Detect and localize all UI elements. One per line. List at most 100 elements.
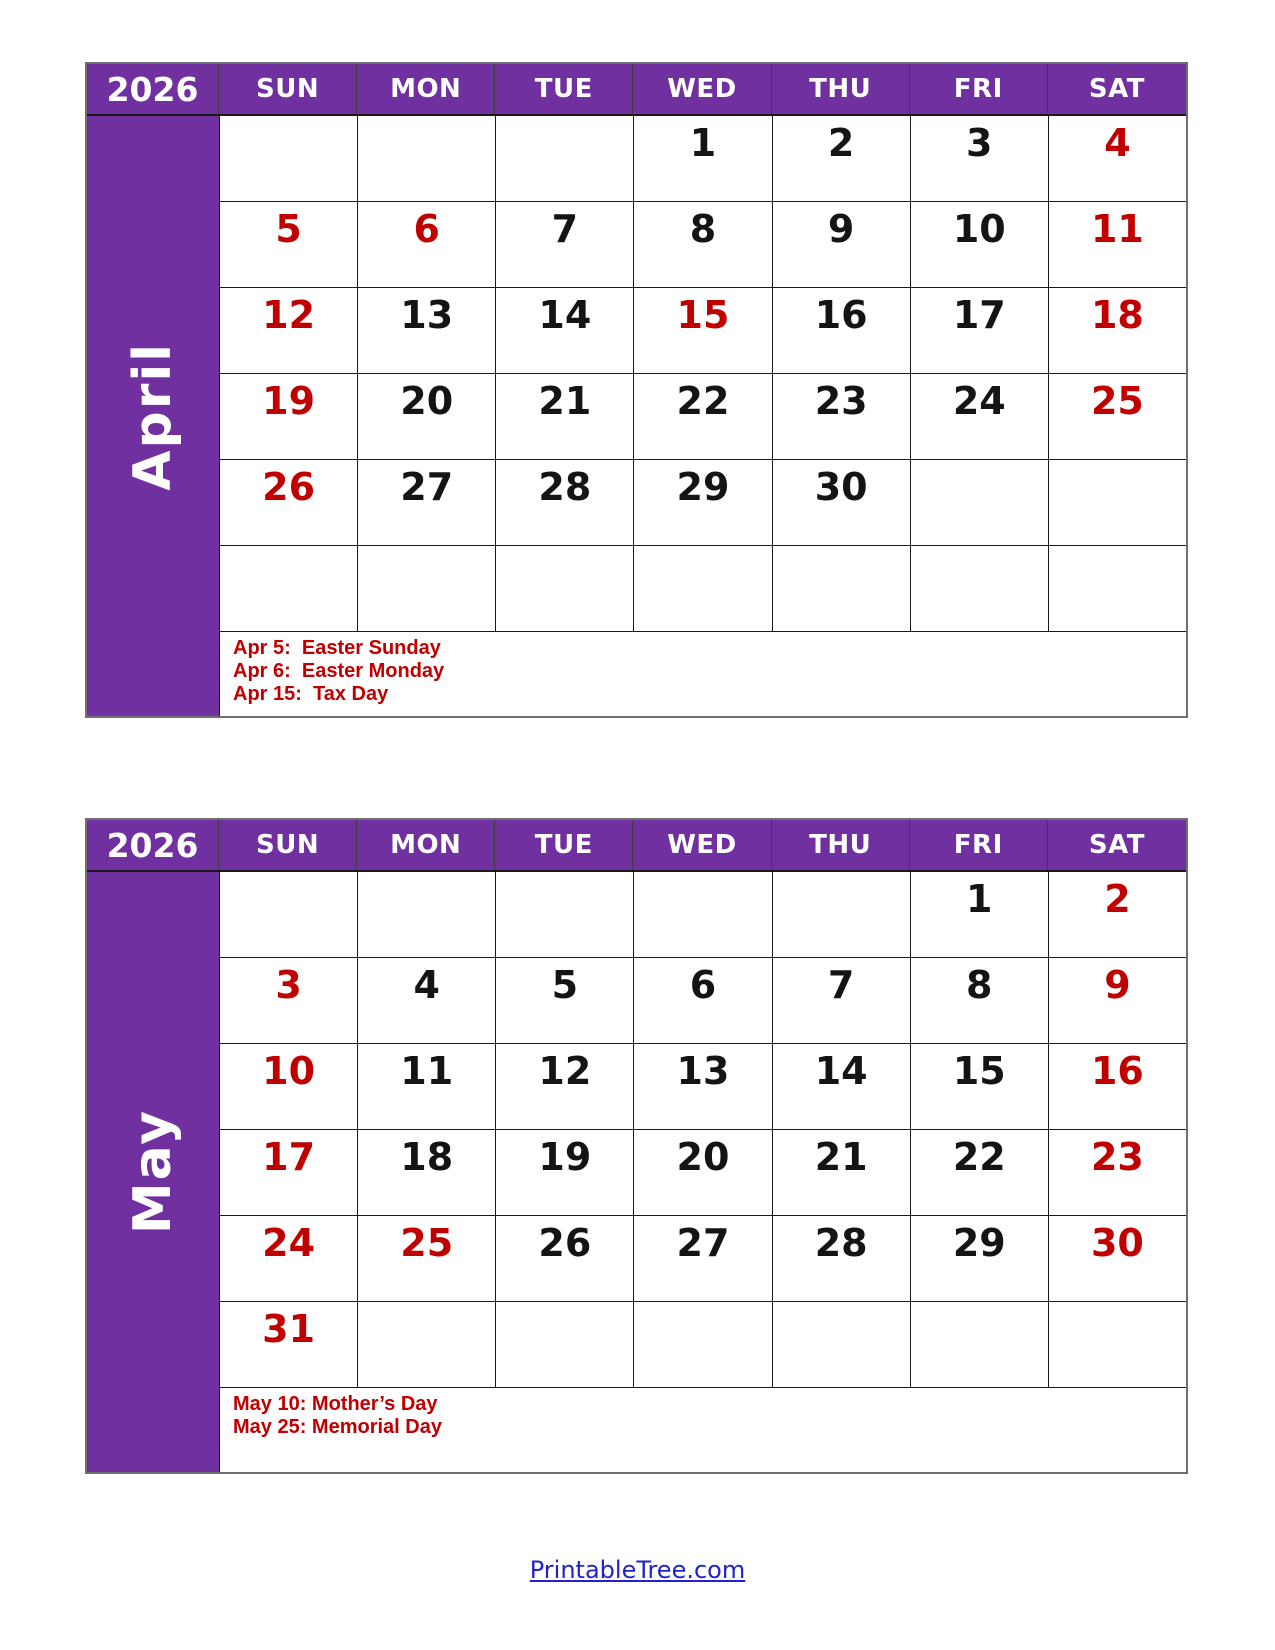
date-cell-april-8: 8 <box>633 202 772 288</box>
date-cell-may-5: 5 <box>495 958 634 1044</box>
date-cell-april-20: 20 <box>357 374 496 460</box>
date-cell-empty <box>909 460 1048 546</box>
holiday-note: Apr 15: Tax Day <box>233 683 389 705</box>
date-cell-empty <box>219 116 358 202</box>
date-cell-empty <box>1047 546 1186 632</box>
calendar-may-2026: 2026 SUN MON TUE WED THU FRI SAT May May 10: M… <box>85 818 1188 1474</box>
weekday-header-sun: SUN <box>219 820 358 870</box>
weekday-header-wed: WED <box>633 64 772 114</box>
date-cell-may-22: 22 <box>909 1130 1048 1216</box>
date-cell-empty <box>771 872 910 958</box>
date-cell-april-19: 19 <box>219 374 358 460</box>
weekday-header-fri: FRI <box>910 820 1048 870</box>
date-cell-empty <box>495 1302 634 1388</box>
date-cell-april-13: 13 <box>357 288 496 374</box>
date-cell-empty <box>219 546 358 632</box>
date-cell-empty <box>909 1302 1048 1388</box>
date-cell-april-21: 21 <box>495 374 634 460</box>
date-cell-april-12: 12 <box>219 288 358 374</box>
date-cell-may-10: 10 <box>219 1044 358 1130</box>
date-cell-may-28: 28 <box>771 1216 910 1302</box>
weekday-header-mon: MON <box>357 820 496 870</box>
weekday-header-wed: WED <box>633 820 772 870</box>
date-cell-may-21: 21 <box>771 1130 910 1216</box>
date-cell-empty <box>633 872 772 958</box>
date-cell-may-12: 12 <box>495 1044 634 1130</box>
date-cell-april-28: 28 <box>495 460 634 546</box>
date-cell-may-6: 6 <box>633 958 772 1044</box>
holiday-note: Apr 6: Easter Monday <box>233 660 445 682</box>
holiday-note: Apr 5: Easter Sunday <box>233 637 441 659</box>
weekday-header-sat: SAT <box>1088 74 1145 104</box>
date-cell-empty <box>357 546 496 632</box>
date-cell-may-4: 4 <box>357 958 496 1044</box>
date-cell-empty <box>357 1302 496 1388</box>
date-cell-empty <box>357 116 496 202</box>
weekday-header-thu: THU <box>772 64 910 114</box>
date-cell-april-7: 7 <box>495 202 634 288</box>
date-cell-may-15: 15 <box>909 1044 1048 1130</box>
weekday-header-mon: MON <box>357 64 496 114</box>
date-cell-may-26: 26 <box>495 1216 634 1302</box>
year-label: 2026 <box>87 64 219 114</box>
date-cell-empty <box>771 546 910 632</box>
date-cell-april-6: 6 <box>357 202 496 288</box>
date-cell-april-14: 14 <box>495 288 634 374</box>
calendar-header-row: 2026 SUN MON TUE WED THU FRI SAT <box>87 820 1186 872</box>
date-cell-april-30: 30 <box>771 460 910 546</box>
calendar-header-row: 2026 SUN MON TUE WED THU FRI SAT <box>87 64 1186 116</box>
date-cell-april-3: 3 <box>909 116 1048 202</box>
date-cell-may-27: 27 <box>633 1216 772 1302</box>
calendar-april-2026: 2026 SUN MON TUE WED THU FRI SAT April Apr 5: … <box>85 62 1188 718</box>
weekday-header-thu: THU <box>772 820 910 870</box>
date-cell-may-8: 8 <box>909 958 1048 1044</box>
footer-link[interactable]: PrintableTree.com <box>529 1556 746 1584</box>
date-cell-april-26: 26 <box>219 460 358 546</box>
weekday-header-tue: TUE <box>495 64 634 114</box>
date-cell-empty <box>909 546 1048 632</box>
weekday-header-sun: SUN <box>219 64 358 114</box>
date-cell-april-18: 18 <box>1047 288 1186 374</box>
date-cell-april-9: 9 <box>771 202 910 288</box>
page-footer: PrintableTree.com <box>0 1556 1275 1584</box>
date-cell-april-16: 16 <box>771 288 910 374</box>
date-cell-may-7: 7 <box>771 958 910 1044</box>
date-cell-may-13: 13 <box>633 1044 772 1130</box>
date-cell-april-10: 10 <box>909 202 1048 288</box>
date-cell-may-31: 31 <box>219 1302 358 1388</box>
month-label: April <box>123 341 183 491</box>
year-label: 2026 <box>87 820 219 870</box>
date-cell-april-29: 29 <box>633 460 772 546</box>
holiday-notes-area: May 10: Mother’s Day May 25: Memorial Day <box>219 1388 1186 1472</box>
date-cell-empty <box>495 546 634 632</box>
weekday-header-fri: FRI <box>910 64 1048 114</box>
date-cell-april-1: 1 <box>633 116 772 202</box>
date-cell-april-23: 23 <box>771 374 910 460</box>
calendar-grid: April Apr 5: Easter Sunday Apr 6: Easter … <box>87 116 1186 716</box>
date-cell-april-5: 5 <box>219 202 358 288</box>
date-cell-empty <box>633 1302 772 1388</box>
date-cell-may-11: 11 <box>357 1044 496 1130</box>
date-cell-empty <box>495 116 634 202</box>
date-cell-april-17: 17 <box>909 288 1048 374</box>
date-cell-april-4: 4 <box>1047 116 1186 202</box>
holiday-note: May 25: Memorial Day <box>233 1416 442 1438</box>
date-cell-may-3: 3 <box>219 958 358 1044</box>
date-cell-empty <box>771 1302 910 1388</box>
date-cell-may-25: 25 <box>357 1216 496 1302</box>
date-cell-may-23: 23 <box>1047 1130 1186 1216</box>
date-cell-empty <box>1047 1302 1186 1388</box>
date-cell-april-22: 22 <box>633 374 772 460</box>
date-cell-april-15: 15 <box>633 288 772 374</box>
date-cell-april-25: 25 <box>1047 374 1186 460</box>
calendar-grid: May May 10: Mother’s Day May 25: Memorial… <box>87 872 1186 1472</box>
holiday-notes-area: Apr 5: Easter Sunday Apr 6: Easter Monday… <box>219 632 1186 716</box>
date-cell-empty <box>633 546 772 632</box>
month-sidebar: May <box>87 872 219 1472</box>
date-cell-may-9: 9 <box>1047 958 1186 1044</box>
date-cell-april-11: 11 <box>1047 202 1186 288</box>
date-cell-april-24: 24 <box>909 374 1048 460</box>
date-cell-may-2: 2 <box>1047 872 1186 958</box>
weekday-header-sat: SAT <box>1088 830 1145 860</box>
date-cell-may-18: 18 <box>357 1130 496 1216</box>
